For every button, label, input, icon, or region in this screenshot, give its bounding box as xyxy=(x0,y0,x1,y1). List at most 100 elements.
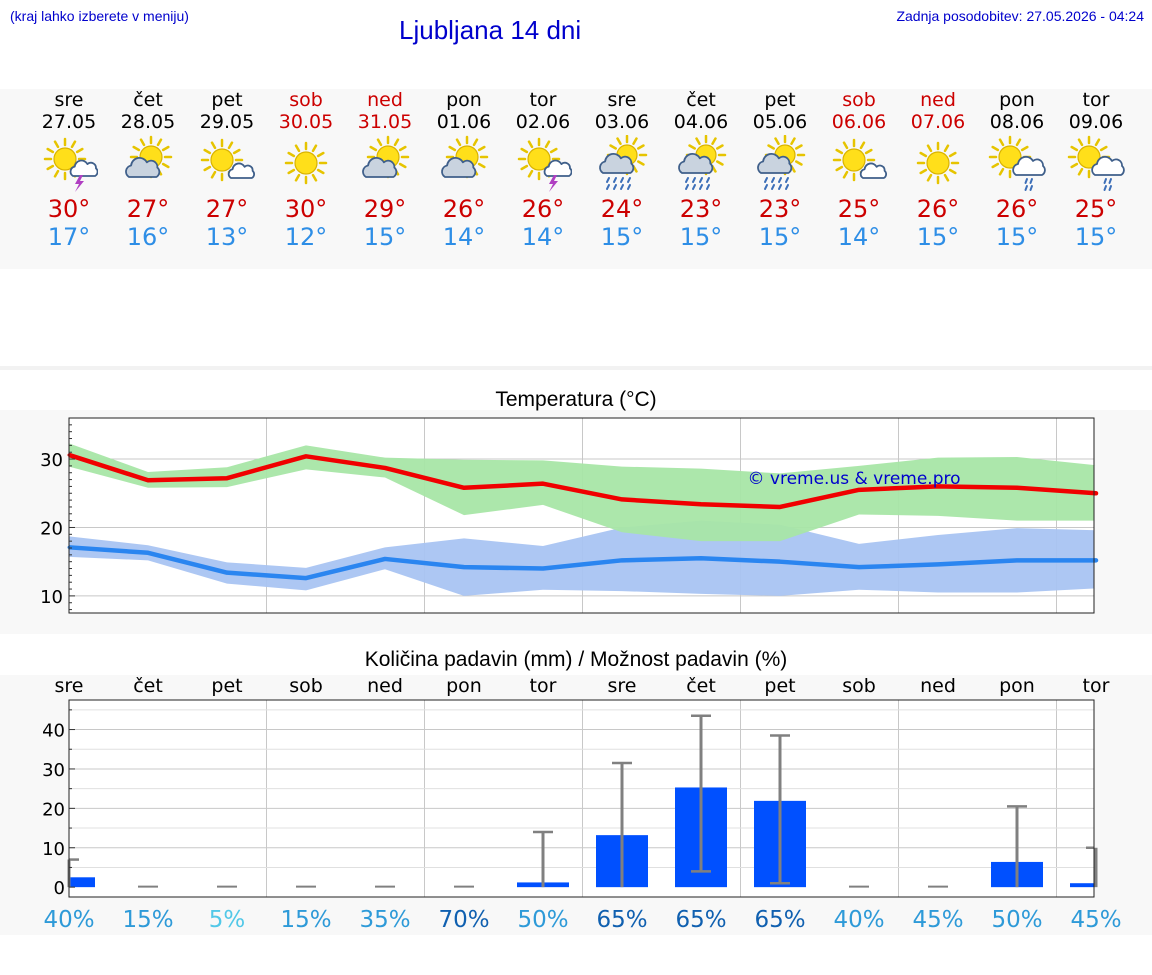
forecast-day: sob 06.06 25° 14° xyxy=(820,89,899,251)
forecast-day: sob 30.05 30° 12° xyxy=(267,89,346,251)
temp-tick-label: 10 xyxy=(40,587,63,608)
temp-point xyxy=(304,576,308,580)
weather-icon-holder xyxy=(30,133,109,195)
forecast-day: sre 27.05 30° 17° xyxy=(30,89,109,251)
temp-point xyxy=(383,466,387,470)
max-temp: 27° xyxy=(126,195,170,223)
max-temp: 23° xyxy=(679,195,723,223)
max-temp: 26° xyxy=(442,195,486,223)
temperature-title: Temperatura (°C) xyxy=(495,388,657,411)
min-temp: 13° xyxy=(205,223,249,251)
day-name: sre xyxy=(607,89,637,111)
precip-day-label: čet xyxy=(686,675,716,697)
sun-small-cloud-icon xyxy=(200,138,255,182)
temp-point xyxy=(699,502,703,506)
day-name: sob xyxy=(842,89,876,111)
forecast-day: tor 02.06 26° 14° xyxy=(504,89,583,251)
sun-cloud-icon xyxy=(362,135,410,179)
precip-probability: 50% xyxy=(517,907,568,933)
temp-point xyxy=(936,484,940,488)
watermark: © vreme.us & vreme.pro xyxy=(747,469,960,489)
precip-tick-label: 30 xyxy=(42,760,65,781)
precip-probability: 70% xyxy=(438,907,489,933)
precip-bar xyxy=(1070,883,1094,888)
min-temp: 12° xyxy=(284,223,328,251)
last-update: Zadnja posodobitev: 27.05.2026 - 04:24 xyxy=(896,8,1144,24)
day-name: pon xyxy=(446,89,482,111)
precip-day-label: tor xyxy=(530,675,557,697)
temp-point xyxy=(620,558,624,562)
precip-day-label: sre xyxy=(55,675,84,697)
day-name: tor xyxy=(529,89,557,111)
day-date: 30.05 xyxy=(278,111,334,133)
precip-tick-label: 20 xyxy=(42,799,65,820)
temp-point xyxy=(778,505,782,509)
day-name: pet xyxy=(764,89,796,111)
day-date: 03.06 xyxy=(594,111,650,133)
precip-day-label: sob xyxy=(289,675,323,697)
temperature-chart: 10 20 30 © vreme.us & vreme.pro xyxy=(40,417,1099,614)
temp-point xyxy=(541,567,545,571)
temp-point xyxy=(857,565,861,569)
precipitation-title: Količina padavin (mm) / Možnost padavin … xyxy=(364,648,788,671)
weather-icon-holder xyxy=(662,133,741,195)
min-temp: 15° xyxy=(995,223,1039,251)
forecast-day: čet 28.05 27° 16° xyxy=(109,89,188,251)
divider-band xyxy=(0,366,1152,370)
precip-day-label: pon xyxy=(999,675,1035,697)
min-temp-band xyxy=(69,520,1096,596)
temp-point xyxy=(699,556,703,560)
precip-day-label: sre xyxy=(608,675,637,697)
forecast-day: ned 31.05 29° 15° xyxy=(346,89,425,251)
precip-probability: 45% xyxy=(912,907,963,933)
precip-tick-label: 40 xyxy=(42,721,65,742)
min-temp: 15° xyxy=(600,223,644,251)
day-date: 04.06 xyxy=(673,111,729,133)
forecast-day: pet 29.05 27° 13° xyxy=(188,89,267,251)
sun-drizzle-icon xyxy=(988,135,1046,191)
min-temp: 15° xyxy=(1074,223,1118,251)
sun-storm-icon xyxy=(43,137,98,192)
precip-day-label: sob xyxy=(842,675,876,697)
min-temp: 15° xyxy=(679,223,723,251)
sun-drizzle-icon xyxy=(1067,135,1125,191)
sun-rain-icon xyxy=(757,135,806,190)
day-name: sre xyxy=(54,89,84,111)
weather-icon-holder xyxy=(109,133,188,195)
weather-icon-holder xyxy=(346,133,425,195)
temp-point xyxy=(304,454,308,458)
temp-point xyxy=(1094,558,1098,562)
precip-day-label: ned xyxy=(920,675,956,697)
precipitation-chart: sre čet pet sob ned pon tor sre čet pet sob ned pon t… xyxy=(42,675,1121,933)
forecast-day: pon 08.06 26° 15° xyxy=(978,89,1057,251)
day-name: pon xyxy=(999,89,1035,111)
sun-rain-icon xyxy=(678,135,727,190)
temp-point xyxy=(462,565,466,569)
weather-icon-holder xyxy=(899,133,978,195)
precip-day-label: tor xyxy=(1083,675,1110,697)
max-temp: 26° xyxy=(916,195,960,223)
weather-icon-holder xyxy=(741,133,820,195)
day-name: ned xyxy=(920,89,956,111)
precip-probability: 50% xyxy=(991,907,1042,933)
weather-icon-holder xyxy=(188,133,267,195)
precip-probability: 65% xyxy=(675,907,726,933)
forecast-day: sre 03.06 24° 15° xyxy=(583,89,662,251)
min-temp: 17° xyxy=(47,223,91,251)
temp-point xyxy=(146,551,150,555)
max-temp: 25° xyxy=(1074,195,1118,223)
menu-hint[interactable]: (kraj lahko izberete v meniju) xyxy=(10,8,189,24)
precip-day-label: ned xyxy=(367,675,403,697)
min-temp: 16° xyxy=(126,223,170,251)
min-temp: 15° xyxy=(758,223,802,251)
day-date: 31.05 xyxy=(357,111,413,133)
max-temp: 30° xyxy=(284,195,328,223)
day-name: sob xyxy=(289,89,323,111)
day-date: 27.05 xyxy=(41,111,97,133)
precip-probability: 5% xyxy=(209,907,246,933)
day-date: 29.05 xyxy=(199,111,255,133)
min-temp: 14° xyxy=(837,223,881,251)
temp-tick-label: 20 xyxy=(40,518,63,539)
day-date: 09.06 xyxy=(1068,111,1124,133)
sun-rain-icon xyxy=(599,135,648,190)
